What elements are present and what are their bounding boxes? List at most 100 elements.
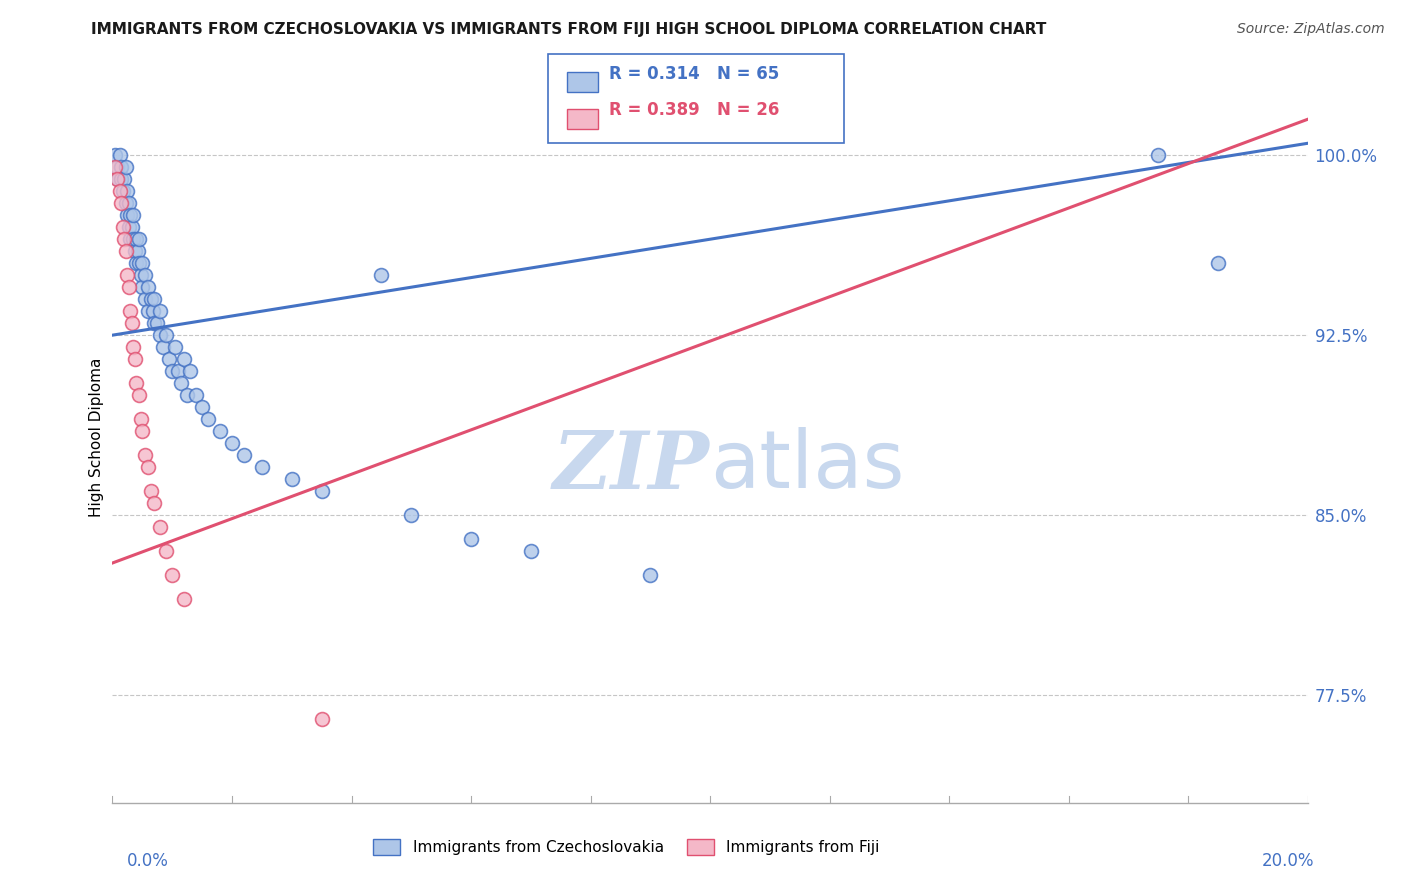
Point: [114, 172, 135, 186]
Point: [108, 184, 131, 198]
Point: [149, 304, 172, 318]
Point: [149, 328, 172, 343]
Point: [141, 483, 163, 498]
Point: [460, 532, 482, 546]
Point: [138, 460, 160, 475]
Point: [114, 244, 136, 259]
Legend: Immigrants from Czechoslovakia, Immigrants from Fiji: Immigrants from Czechoslovakia, Immigran…: [367, 833, 886, 861]
Point: [162, 568, 183, 582]
Point: [157, 352, 180, 367]
Point: [134, 448, 156, 462]
Point: [149, 520, 172, 534]
Point: [191, 400, 214, 414]
Text: atlas: atlas: [710, 427, 904, 506]
Text: R = 0.314   N = 65: R = 0.314 N = 65: [609, 65, 779, 83]
Point: [138, 280, 160, 294]
Point: [124, 244, 146, 259]
Point: [107, 172, 129, 186]
Point: [114, 232, 135, 246]
Point: [221, 436, 243, 450]
Point: [125, 232, 148, 246]
Point: [110, 196, 132, 211]
Point: [155, 328, 177, 343]
Point: [131, 256, 153, 270]
Point: [143, 292, 166, 306]
Point: [197, 412, 219, 426]
Point: [311, 483, 333, 498]
Point: [401, 508, 423, 522]
Point: [122, 208, 145, 222]
Point: [120, 208, 142, 222]
Point: [117, 184, 139, 198]
Point: [118, 280, 141, 294]
Point: [122, 340, 145, 354]
Point: [370, 268, 392, 283]
Point: [117, 268, 139, 283]
Point: [112, 184, 135, 198]
Point: [110, 161, 132, 175]
Point: [640, 568, 662, 582]
Point: [176, 388, 198, 402]
Point: [121, 316, 143, 330]
Point: [121, 220, 143, 235]
Point: [125, 256, 148, 270]
Text: ZIP: ZIP: [553, 427, 710, 505]
Point: [129, 412, 152, 426]
Point: [118, 196, 141, 211]
Point: [134, 268, 156, 283]
Point: [118, 220, 141, 235]
Point: [143, 496, 166, 510]
Point: [120, 304, 142, 318]
Point: [170, 376, 193, 391]
Text: IMMIGRANTS FROM CZECHOSLOVAKIA VS IMMIGRANTS FROM FIJI HIGH SCHOOL DIPLOMA CORRE: IMMIGRANTS FROM CZECHOSLOVAKIA VS IMMIGR…: [91, 22, 1046, 37]
Point: [127, 244, 149, 259]
Point: [311, 712, 333, 726]
Point: [167, 364, 190, 378]
Point: [281, 472, 304, 486]
Point: [110, 172, 132, 186]
Point: [173, 591, 195, 606]
Point: [122, 232, 145, 246]
Point: [104, 161, 127, 175]
Y-axis label: High School Diploma: High School Diploma: [89, 358, 104, 516]
Point: [128, 388, 150, 402]
Point: [143, 316, 166, 330]
Text: 0.0%: 0.0%: [127, 852, 169, 870]
Point: [114, 196, 136, 211]
Point: [112, 220, 135, 235]
Point: [233, 448, 256, 462]
Point: [104, 148, 127, 162]
Point: [173, 352, 195, 367]
Point: [520, 544, 543, 558]
Point: [162, 364, 183, 378]
Point: [142, 304, 165, 318]
Point: [141, 292, 163, 306]
Point: [179, 364, 201, 378]
Point: [209, 424, 232, 438]
Point: [105, 161, 128, 175]
Point: [117, 208, 139, 222]
Text: R = 0.389   N = 26: R = 0.389 N = 26: [609, 101, 779, 120]
Point: [186, 388, 208, 402]
Point: [250, 460, 273, 475]
Point: [146, 316, 169, 330]
Point: [105, 172, 128, 186]
Point: [165, 340, 187, 354]
Point: [114, 161, 136, 175]
Point: [124, 352, 146, 367]
Point: [128, 232, 150, 246]
Point: [125, 376, 148, 391]
Point: [152, 340, 174, 354]
Point: [120, 232, 142, 246]
Text: 20.0%: 20.0%: [1263, 852, 1315, 870]
Point: [131, 424, 153, 438]
Point: [1147, 148, 1170, 162]
Point: [1206, 256, 1229, 270]
Point: [108, 148, 131, 162]
Point: [155, 544, 177, 558]
Point: [129, 268, 152, 283]
Point: [138, 304, 160, 318]
Point: [131, 280, 153, 294]
Point: [128, 256, 150, 270]
Point: [134, 292, 156, 306]
